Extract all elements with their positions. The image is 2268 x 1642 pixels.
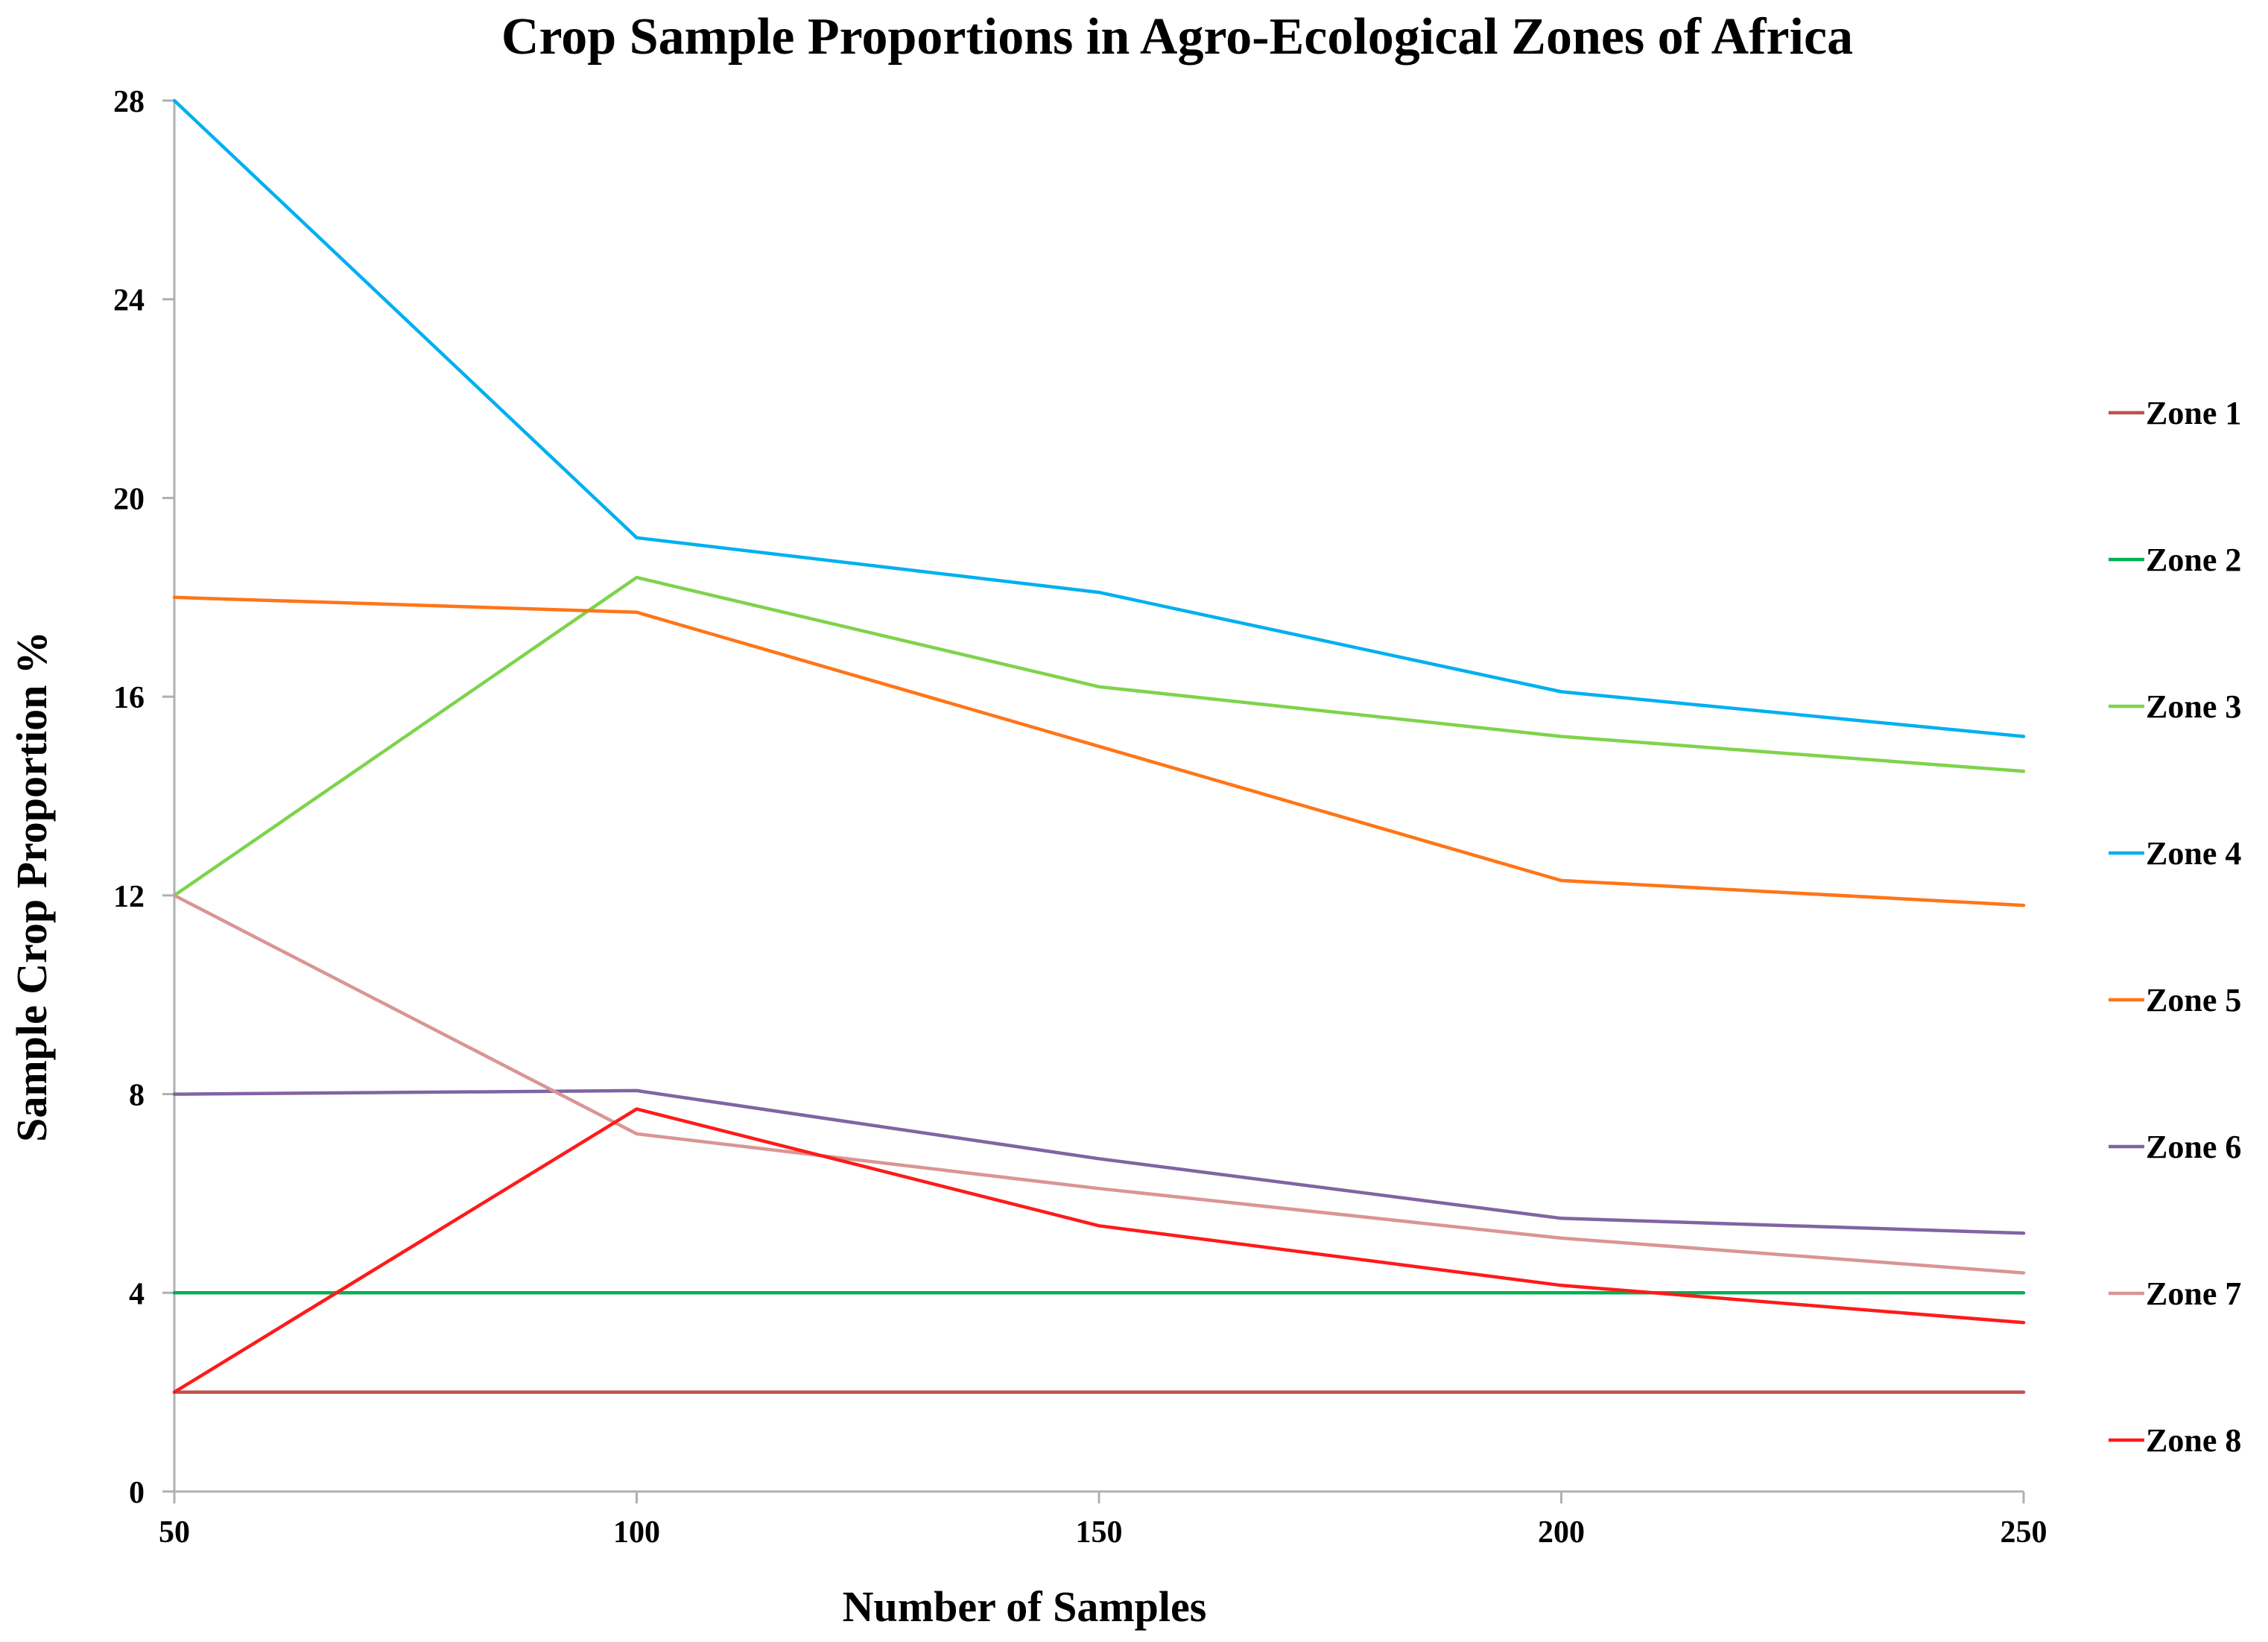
legend-label-zone-1: Zone 1 [2146, 395, 2241, 431]
x-tick-label: 50 [159, 1515, 190, 1550]
series-line-zone-4 [172, 98, 2026, 738]
series-layer [172, 98, 2026, 1394]
series-line-zone-7 [172, 893, 2026, 1275]
legend-label-zone-4: Zone 4 [2146, 835, 2241, 872]
y-tick-label: 20 [113, 482, 145, 516]
y-tick-label: 16 [113, 681, 145, 715]
series-line-zone-3 [172, 575, 2026, 898]
x-tick-label: 200 [1538, 1515, 1585, 1550]
legend-label-zone-3: Zone 3 [2146, 688, 2241, 725]
legend: Zone 1 Zone 2 Zone 3 Zone 4 Zone 5 Zone 6 Zone… [2109, 395, 2241, 1459]
chart-title: Crop Sample Proportions in Agro-Ecologic… [501, 8, 1853, 66]
ticks-layer: 0 4 8 12 16 20 24 28 50 100 150 200 250 [113, 85, 2047, 1550]
y-tick-label: 24 [113, 284, 145, 318]
x-tick-label: 150 [1076, 1515, 1123, 1550]
y-tick-label: 4 [129, 1277, 145, 1311]
legend-label-zone-8: Zone 8 [2146, 1422, 2241, 1459]
y-tick-label: 0 [129, 1476, 145, 1510]
series-line-zone-5 [172, 595, 2026, 907]
legend-label-zone-7: Zone 7 [2146, 1275, 2241, 1312]
legend-label-zone-2: Zone 2 [2146, 542, 2241, 578]
series-line-zone-8 [172, 1107, 2026, 1394]
y-tick-label: 8 [129, 1079, 145, 1113]
x-tick-label: 250 [2001, 1515, 2047, 1550]
legend-label-zone-5: Zone 5 [2146, 982, 2241, 1018]
y-axis-title: Sample Crop Proportion % [7, 631, 56, 1142]
y-tick-label: 12 [113, 880, 145, 914]
x-axis-title: Number of Samples [843, 1582, 1207, 1631]
y-tick-label: 28 [113, 85, 145, 119]
x-tick-label: 100 [613, 1515, 660, 1550]
legend-label-zone-6: Zone 6 [2146, 1129, 2241, 1165]
series-line-zone-6 [172, 1088, 2026, 1235]
